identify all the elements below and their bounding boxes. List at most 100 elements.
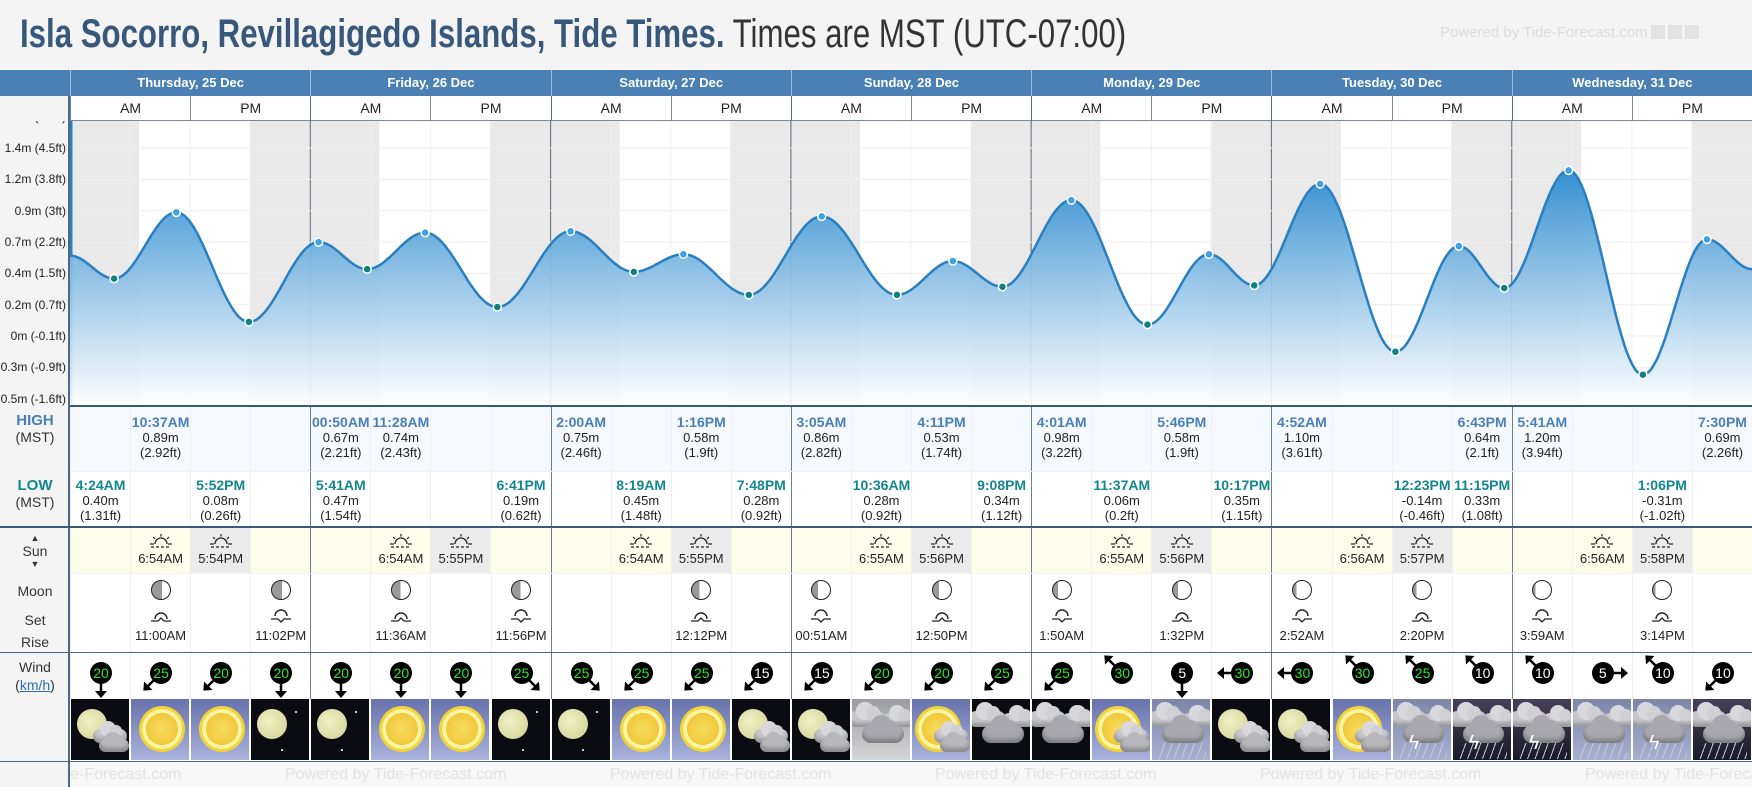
cloud-puff xyxy=(1061,719,1078,735)
high-tide-cell: 11:28AM 0.74m (2.43ft) xyxy=(370,407,430,471)
star-icon xyxy=(341,749,344,751)
low-tide-point xyxy=(1390,346,1401,357)
cloud-puff xyxy=(1078,708,1091,722)
high-tide-cell: 00:50AM 0.67m (2.21ft) xyxy=(310,407,370,471)
wind-speed-badge: 20 xyxy=(870,662,893,684)
high-tide-point xyxy=(171,207,182,218)
moon-cell: 00:51AM xyxy=(790,574,851,652)
weather-icon-thunder-day: ϟ xyxy=(1392,699,1451,760)
wind-speed-badge: 25 xyxy=(510,662,533,684)
wind-speed-badge: 20 xyxy=(210,662,233,684)
weather-icon-night-cloudy xyxy=(791,699,850,760)
wind-cell: 5 xyxy=(1151,653,1211,699)
low-tide-height-ft: (0.92ft) xyxy=(860,508,903,523)
moon-row: 11:00AM 11:02PM 11:36AM 11:56PM 12:12PM 00:51… xyxy=(70,574,1752,652)
rain-icon xyxy=(1578,743,1627,759)
high-tz-text: (MST) xyxy=(15,429,55,445)
moonrise-icon xyxy=(371,609,430,625)
moon-cell: 3:59AM xyxy=(1511,574,1572,652)
powered-by-link[interactable]: Powered by Tide-Forecast.com xyxy=(1440,24,1699,41)
low-tide-height-m: 0.28m xyxy=(743,493,780,508)
cloud-puff xyxy=(1134,735,1146,747)
low-tide-height-ft: (1.54ft) xyxy=(320,508,362,523)
sunset-icon xyxy=(191,533,250,551)
low-tide-height-m: 0.34m xyxy=(983,493,1020,508)
sunrise-time: 6:54AM xyxy=(618,551,664,566)
day-header[interactable]: Wednesday, 31 Dec xyxy=(1511,70,1752,96)
wind-speed-badge: 20 xyxy=(390,662,413,684)
high-tide-cell: 5:41AM 1.20m (3.94ft) xyxy=(1511,407,1572,471)
high-tide-point xyxy=(1563,165,1574,176)
moon-cell: 12:12PM xyxy=(670,574,731,652)
low-tide-cell xyxy=(1571,472,1632,526)
sun-cell xyxy=(790,528,851,573)
sun-cell xyxy=(250,528,310,573)
low-tide-point xyxy=(1638,369,1648,380)
wind-speed-badge: 30 xyxy=(1291,662,1314,684)
high-tide-point xyxy=(678,249,689,260)
sun-cell xyxy=(971,528,1031,573)
cloud-shape xyxy=(940,731,971,752)
rain-icon xyxy=(1158,743,1207,759)
moon-cell xyxy=(190,574,250,652)
low-tide-cell: 9:08PM 0.34m (1.12ft) xyxy=(971,472,1031,526)
high-tide-cell: 4:11PM 0.53m (1.74ft) xyxy=(911,407,971,471)
lightning-icon: ϟ xyxy=(1408,732,1420,754)
wind-unit-link[interactable]: km/h xyxy=(19,677,51,693)
wind-speed-badge: 10 xyxy=(1651,662,1674,684)
moon-cell: 11:36AM xyxy=(370,574,430,652)
am-label: AM xyxy=(310,96,430,121)
tide-logo-icon xyxy=(1650,25,1665,39)
mountain-logo-icon xyxy=(1684,25,1699,39)
low-tide-point xyxy=(892,290,902,300)
weather-icon-night-cloudy xyxy=(71,699,130,760)
low-tide-cell xyxy=(370,472,430,526)
wind-cell: 20 xyxy=(70,653,130,699)
high-tide-cell xyxy=(1331,407,1392,471)
y-tick-label: 1.2m (3.8ft) xyxy=(4,172,66,187)
cloud-puff xyxy=(954,735,966,747)
low-tide-time: 11:37AM xyxy=(1093,477,1151,493)
cloud-shape xyxy=(1702,715,1745,743)
wind-speed-badge: 25 xyxy=(1051,662,1074,684)
weather-icon-overcast-night xyxy=(972,699,1031,760)
wind-speed-badge: 5 xyxy=(1591,662,1614,684)
day-header[interactable]: Tuesday, 30 Dec xyxy=(1271,70,1511,96)
chart-bottom-divider xyxy=(70,405,1752,407)
am-label: AM xyxy=(1511,96,1632,121)
high-tide-cell xyxy=(1211,407,1271,471)
day-header[interactable]: Friday, 26 Dec xyxy=(310,70,550,96)
low-tide-height-ft: (1.15ft) xyxy=(1221,508,1263,523)
day-header[interactable]: Monday, 29 Dec xyxy=(1031,70,1271,96)
wind-cell: 20 xyxy=(850,653,911,699)
cloud-shape xyxy=(99,731,130,752)
day-header[interactable]: Thursday, 25 Dec xyxy=(70,70,310,96)
moonset-time: 11:56PM xyxy=(495,628,547,643)
moonset-time: 2:52AM xyxy=(1279,628,1325,643)
day-header[interactable]: Sunday, 28 Dec xyxy=(790,70,1031,96)
low-tide-cell xyxy=(1151,472,1211,526)
wind-speed-badge: 25 xyxy=(991,662,1014,684)
cloud-shape xyxy=(851,702,886,727)
y-tick-label: 0.4m (1.5ft) xyxy=(4,266,66,281)
y-axis-labels: 1.6m (5.2ft) 1.4m (4.5ft) 1.2m (3.8ft) 0.9m… xyxy=(0,121,70,406)
moon-cell: 12:50PM xyxy=(911,574,971,652)
moonset-icon xyxy=(492,609,551,625)
y-tick-label: 0.5m (-1.6ft) xyxy=(0,391,66,406)
wind-cell: 30 xyxy=(1091,653,1151,699)
day-header[interactable]: Saturday, 27 Dec xyxy=(550,70,791,96)
wind-cell: 25 xyxy=(550,653,611,699)
moonrise-time: 12:12PM xyxy=(675,628,728,643)
wind-cell: 10 xyxy=(1691,653,1752,699)
sunrise-time: 6:55AM xyxy=(1099,551,1145,566)
pm-label: PM xyxy=(1391,96,1512,121)
sun-icon xyxy=(626,713,659,745)
high-tide-height-ft: (2.46ft) xyxy=(560,445,602,460)
sun-cell xyxy=(1031,528,1091,573)
high-tide-cell xyxy=(1631,407,1692,471)
cloud-shape xyxy=(1462,715,1505,743)
wind-speed-badge: 15 xyxy=(810,662,833,684)
low-tide-time: 4:24AM xyxy=(75,477,126,493)
low-tide-cell xyxy=(130,472,190,526)
low-tide-cell: 10:36AM 0.28m (0.92ft) xyxy=(850,472,911,526)
